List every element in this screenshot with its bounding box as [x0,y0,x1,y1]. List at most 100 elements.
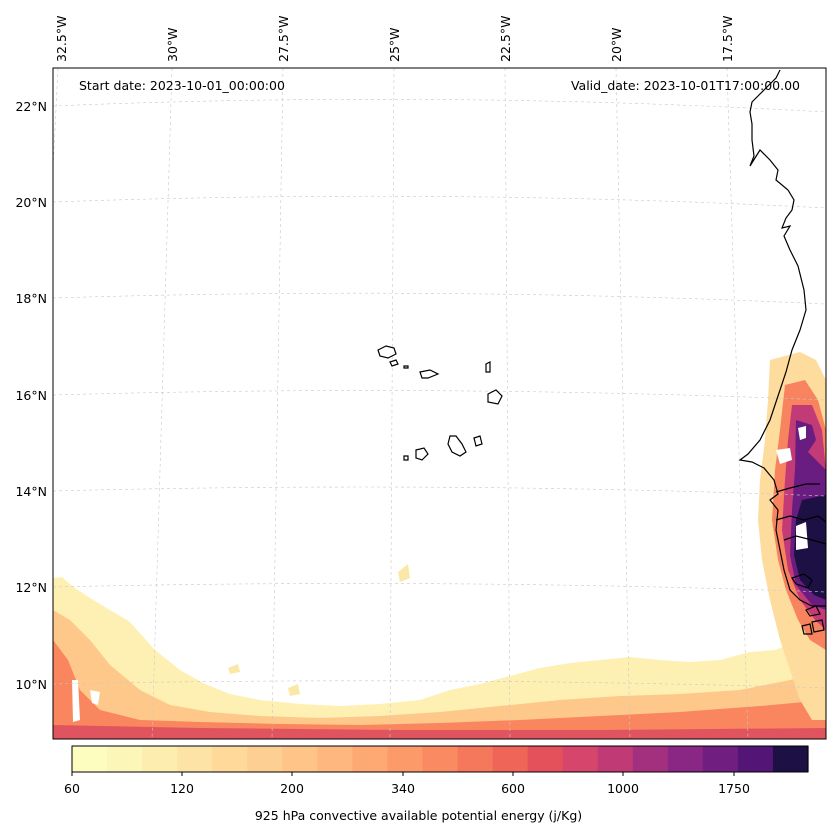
colorbar-cell [667,746,704,772]
lon-label-32-5w: 32.5°W [54,16,69,62]
cabo-verde-islands [377,345,503,461]
fogo [415,447,429,461]
colorbar-cell [142,746,178,772]
cape-hole-3 [798,426,806,440]
start-date-annotation: Start date: 2023-10-01_00:00:00 [79,78,285,93]
colorbar-cell [562,746,599,772]
meridian-17-5w [726,67,749,740]
colorbar-cell [107,746,143,772]
meridian-30w [151,67,173,740]
cape-gap-1 [72,680,80,722]
parallel-22n [52,98,827,113]
cbar-label-120: 120 [170,781,194,796]
meridian-20w [615,67,631,740]
lat-label-12n: 12°N [15,580,47,595]
coastlines [738,69,827,635]
cbar-label-1000: 1000 [607,781,639,796]
parallel-20n [52,195,827,209]
lon-label-25w: 25°W [387,27,402,62]
map-panel [53,68,826,739]
cape-south-band-mid [53,610,826,739]
cape-south-edge [53,725,826,739]
lon-label-22-5w: 22.5°W [498,16,513,62]
colorbar-tick-labels: 60 120 200 340 600 1000 1750 [64,781,750,796]
gambia-river [775,483,820,493]
colorbar-cells [72,746,809,772]
colorbar-cell [282,746,318,772]
colorbar-cell [737,746,774,772]
santo-antao [377,345,397,359]
map-frame [52,67,827,740]
cbar-label-60: 60 [64,781,80,796]
colorbar-cell [247,746,283,772]
meridian-22-5w [504,67,511,740]
guinea-bissau-islands [791,573,813,589]
colorbar-cell [527,746,564,772]
lat-label-18n: 18°N [15,291,47,306]
bijagos-3 [801,623,813,635]
colorbar-label: 925 hPa convective available potential e… [254,808,583,823]
casamance-outline-2 [783,535,827,545]
lat-label-16n: 16°N [15,388,47,403]
sal [485,361,491,373]
cbar-label-1750: 1750 [718,781,750,796]
graticule [52,67,827,740]
santa-luzia [403,365,409,369]
colorbar-cell [72,746,108,772]
colorbar-frame [71,745,809,773]
parallel-16n [52,390,827,401]
colorbar-cell [702,746,739,772]
parallel-18n [52,292,827,305]
cape-patch-mid-ocean [398,564,410,582]
colorbar-cell [457,746,494,772]
colorbar-ticks [71,772,735,776]
bijagos-1 [805,605,821,617]
cbar-label-600: 600 [501,781,525,796]
colorbar-cell [772,746,809,772]
brava [403,455,409,461]
lat-label-22n: 22°N [15,99,47,114]
cape-patch-small [228,664,240,674]
parallel-14n [52,486,827,497]
bijagos-2 [811,619,825,633]
casamance-outline [775,515,827,523]
boa-vista [487,389,503,405]
valid-date-annotation: Valid_date: 2023-10-01T17:00:00.00 [571,78,800,93]
santiago [447,435,467,457]
meridian-27-5w [271,67,284,740]
lon-label-20w: 20°W [609,27,624,62]
lat-label-14n: 14°N [15,484,47,499]
parallel-12n [52,583,827,593]
africa-coastline [738,69,826,607]
parallel-10n [52,680,827,689]
lat-label-20n: 20°N [15,195,47,210]
meridian-32-5w [52,67,59,171]
lon-label-30w: 30°W [165,27,180,62]
colorbar-cell [212,746,248,772]
colorbar-cell [422,746,459,772]
cbar-label-200: 200 [280,781,304,796]
colorbar: 60 120 200 340 600 1000 1750 [64,745,809,796]
lon-label-17-5w: 17.5°W [720,16,735,62]
cape-hole-1 [776,448,792,464]
longitude-labels: 32.5°W 30°W 27.5°W 25°W 22.5°W 20°W 17.5… [54,16,735,62]
cape-gap-2 [90,690,100,705]
colorbar-cell [597,746,634,772]
lon-label-27-5w: 27.5°W [276,16,291,62]
meridian-25w [389,67,395,740]
sao-nicolau [419,369,440,379]
sao-vicente [389,359,399,367]
lat-label-10n: 10°N [15,677,47,692]
colorbar-cell [317,746,353,772]
cbar-label-340: 340 [391,781,415,796]
cape-coast-max [794,495,826,600]
latitude-labels: 22°N 20°N 18°N 16°N 14°N 12°N 10°N [15,99,47,692]
colorbar-cell [632,746,669,772]
cape-hole-2 [796,522,808,550]
colorbar-cell [177,746,213,772]
cape-field [53,352,826,739]
cape-patch-small-2 [288,684,300,696]
colorbar-cell [352,746,389,772]
colorbar-cell [492,746,529,772]
